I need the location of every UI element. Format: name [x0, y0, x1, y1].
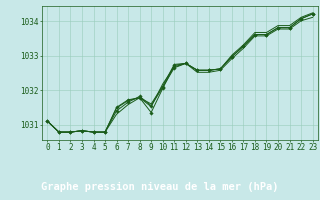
Text: Graphe pression niveau de la mer (hPa): Graphe pression niveau de la mer (hPa)	[41, 181, 279, 192]
